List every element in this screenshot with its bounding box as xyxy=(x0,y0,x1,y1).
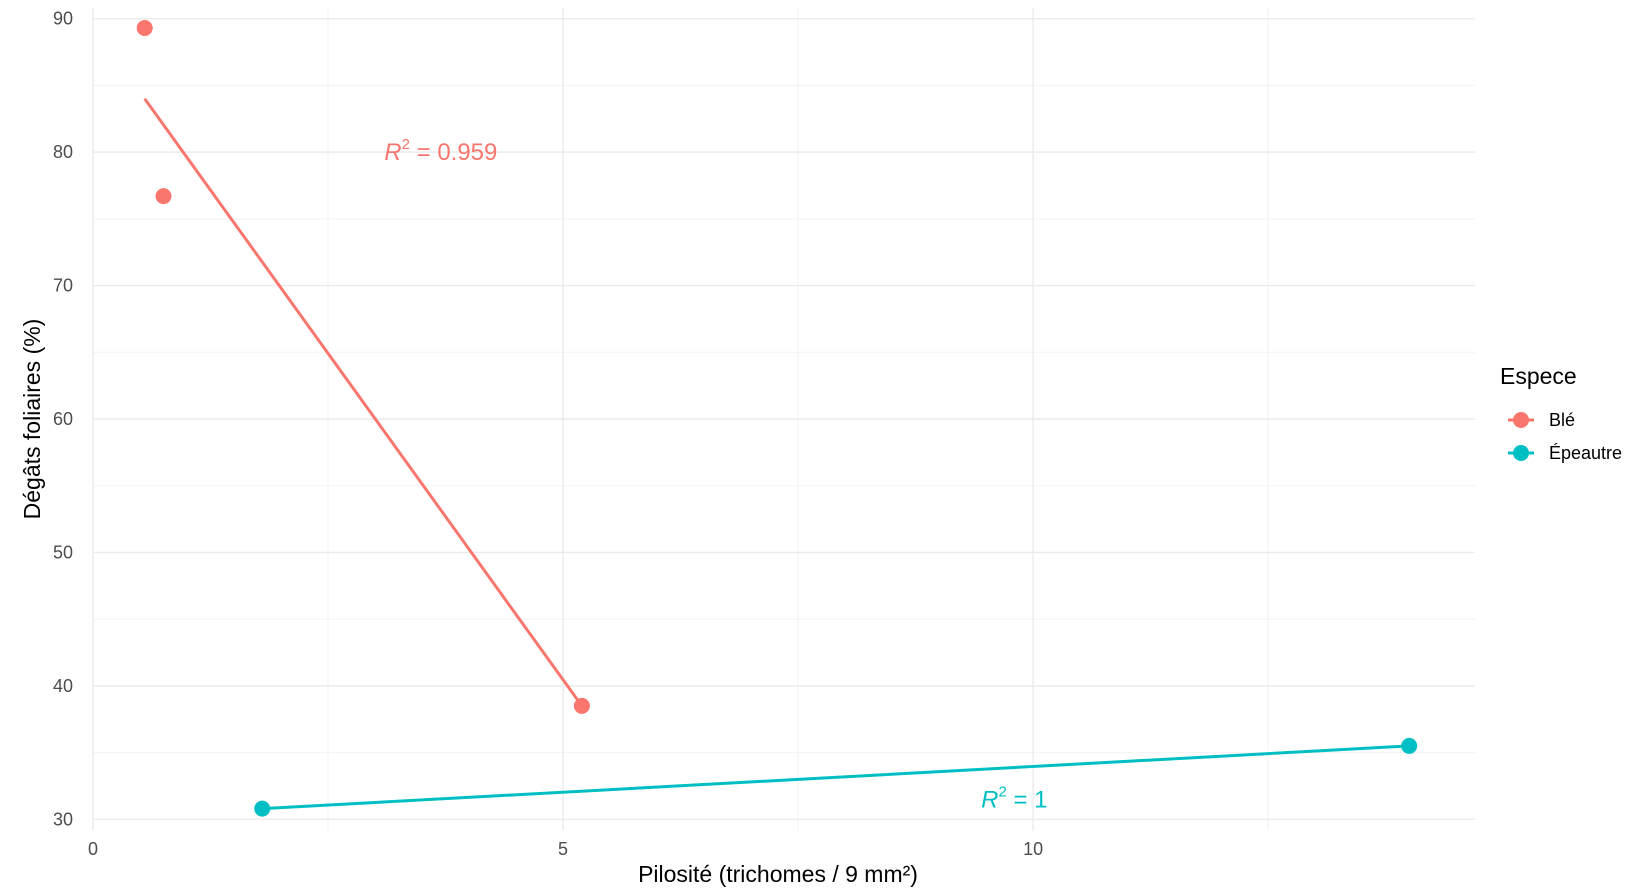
legend-item: Blé xyxy=(1508,410,1575,430)
data-point xyxy=(1401,737,1418,754)
grid-minor xyxy=(93,8,1475,830)
data-point xyxy=(254,800,271,817)
legend-title: Espece xyxy=(1500,363,1577,389)
y-tick-label: 90 xyxy=(53,9,73,29)
y-tick-label: 70 xyxy=(53,276,73,296)
legend-key-point xyxy=(1513,445,1529,461)
y-axis-title: Dégâts foliaires (%) xyxy=(19,319,45,520)
y-tick-labels: 30 40 50 60 70 80 90 xyxy=(53,9,73,830)
legend-item: Épeautre xyxy=(1508,443,1622,463)
legend: Espece Blé Épeautre xyxy=(1500,363,1622,463)
legend-label: Épeautre xyxy=(1549,443,1622,463)
fit-line xyxy=(143,97,584,707)
fit-line xyxy=(262,744,1410,811)
points xyxy=(136,20,1418,817)
y-tick-label: 80 xyxy=(53,142,73,162)
x-tick-labels: 0 5 10 xyxy=(88,839,1043,859)
legend-items: Blé Épeautre xyxy=(1508,410,1622,463)
r-squared-annotation: R2 = 1 xyxy=(981,783,1047,813)
fit-lines xyxy=(143,97,1410,811)
r-squared-annotation: R2 = 0.959 xyxy=(384,136,497,166)
data-point xyxy=(573,697,590,714)
data-point xyxy=(136,20,153,37)
x-axis-title: Pilosité (trichomes / 9 mm²) xyxy=(638,861,918,887)
grid-major xyxy=(92,8,1475,830)
legend-key-point xyxy=(1513,412,1529,428)
legend-label: Blé xyxy=(1549,410,1575,430)
y-tick-label: 30 xyxy=(53,809,73,829)
x-tick-label: 0 xyxy=(88,839,98,859)
annotations: R2 = 0.959 R2 = 1 xyxy=(384,136,1047,813)
y-tick-label: 60 xyxy=(53,409,73,429)
y-tick-label: 50 xyxy=(53,542,73,562)
y-tick-label: 40 xyxy=(53,676,73,696)
x-tick-label: 5 xyxy=(558,839,568,859)
data-point xyxy=(155,188,172,205)
x-tick-label: 10 xyxy=(1023,839,1043,859)
